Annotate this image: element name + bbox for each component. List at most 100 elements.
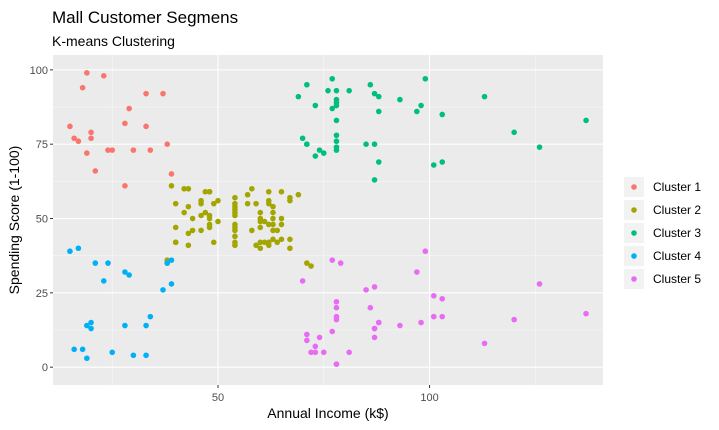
data-point: [198, 227, 204, 234]
data-point: [143, 352, 149, 359]
data-point: [122, 322, 128, 329]
data-point: [257, 209, 264, 216]
data-point: [100, 278, 107, 284]
data-point: [232, 242, 238, 249]
data-point: [439, 295, 446, 302]
data-point: [249, 227, 255, 234]
data-point: [536, 281, 543, 287]
data-point: [244, 191, 251, 198]
data-point: [126, 105, 132, 112]
data-point: [147, 313, 154, 320]
series-cluster-4: [67, 245, 175, 362]
data-point: [278, 188, 285, 195]
data-point: [481, 93, 488, 100]
data-point: [304, 81, 310, 88]
data-point: [232, 194, 238, 201]
data-point: [181, 209, 187, 216]
data-point: [329, 328, 336, 335]
data-point: [333, 147, 340, 153]
data-point: [367, 81, 374, 88]
data-point: [371, 284, 378, 290]
data-point: [232, 200, 238, 207]
data-point: [270, 227, 276, 234]
data-point: [346, 349, 352, 356]
data-point: [185, 185, 192, 192]
data-point: [511, 316, 517, 323]
data-point: [375, 93, 382, 100]
data-point: [418, 319, 424, 326]
data-point: [206, 224, 213, 231]
data-point: [295, 191, 302, 198]
data-point: [312, 153, 319, 159]
data-point: [299, 135, 306, 142]
data-point: [414, 269, 420, 275]
legend-label: Cluster 4: [653, 249, 701, 263]
data-point: [185, 230, 192, 237]
legend-label: Cluster 2: [653, 203, 701, 217]
chart-title: Mall Customer Segmens: [52, 8, 238, 27]
legend: Cluster 1 Cluster 2 Cluster 3 Cluster 4 Clus…: [620, 170, 715, 292]
data-point: [367, 304, 374, 311]
data-point: [172, 200, 179, 207]
data-point: [371, 90, 378, 97]
legend-marker: [631, 184, 637, 190]
data-point: [84, 70, 90, 76]
data-point: [304, 331, 310, 338]
data-point: [168, 281, 175, 287]
data-point: [333, 298, 340, 305]
data-point: [185, 242, 192, 249]
data-point: [333, 361, 340, 367]
data-point: [346, 87, 352, 94]
data-point: [439, 111, 446, 118]
data-point: [371, 177, 378, 183]
data-point: [320, 150, 327, 156]
data-point: [206, 188, 213, 195]
data-point: [536, 144, 543, 150]
data-point: [325, 87, 331, 94]
legend-marker: [631, 253, 637, 259]
legend-marker: [631, 207, 637, 213]
data-point: [232, 227, 238, 234]
data-point: [130, 147, 137, 153]
data-point: [308, 263, 314, 269]
data-point: [126, 272, 132, 278]
legend-label: Cluster 1: [653, 180, 701, 194]
data-point: [274, 239, 281, 246]
data-point: [430, 313, 437, 320]
data-point: [164, 260, 171, 266]
series-cluster-2: [164, 183, 314, 269]
data-point: [215, 218, 221, 225]
data-point: [164, 141, 171, 147]
series-cluster-1: [67, 70, 175, 189]
data-point: [363, 141, 369, 147]
data-point: [371, 141, 378, 147]
data-point: [439, 313, 446, 320]
data-point: [75, 245, 82, 252]
data-point: [287, 245, 293, 252]
data-point: [160, 287, 166, 293]
data-point: [430, 162, 437, 168]
data-point: [414, 108, 420, 115]
y-tick-label: 100: [30, 65, 48, 77]
data-point: [320, 349, 327, 356]
data-point: [422, 75, 429, 82]
data-point: [257, 215, 264, 222]
data-point: [75, 138, 82, 145]
data-point: [375, 159, 382, 165]
axis-ticks: 0 25 50 75 100 50 100: [30, 65, 439, 404]
data-point: [122, 269, 128, 275]
data-point: [397, 96, 403, 103]
data-point: [316, 147, 323, 153]
data-point: [304, 141, 310, 147]
data-point: [287, 236, 293, 243]
data-point: [84, 150, 90, 156]
data-point: [172, 239, 179, 246]
data-point: [206, 215, 213, 222]
data-point: [143, 123, 149, 130]
data-point: [105, 260, 111, 266]
x-axis-title: Annual Income (k$): [267, 405, 388, 421]
data-point: [257, 224, 264, 231]
legend-marker: [631, 276, 637, 282]
y-axis-title: Spending Score (1-100): [6, 146, 22, 295]
data-point: [583, 310, 589, 317]
